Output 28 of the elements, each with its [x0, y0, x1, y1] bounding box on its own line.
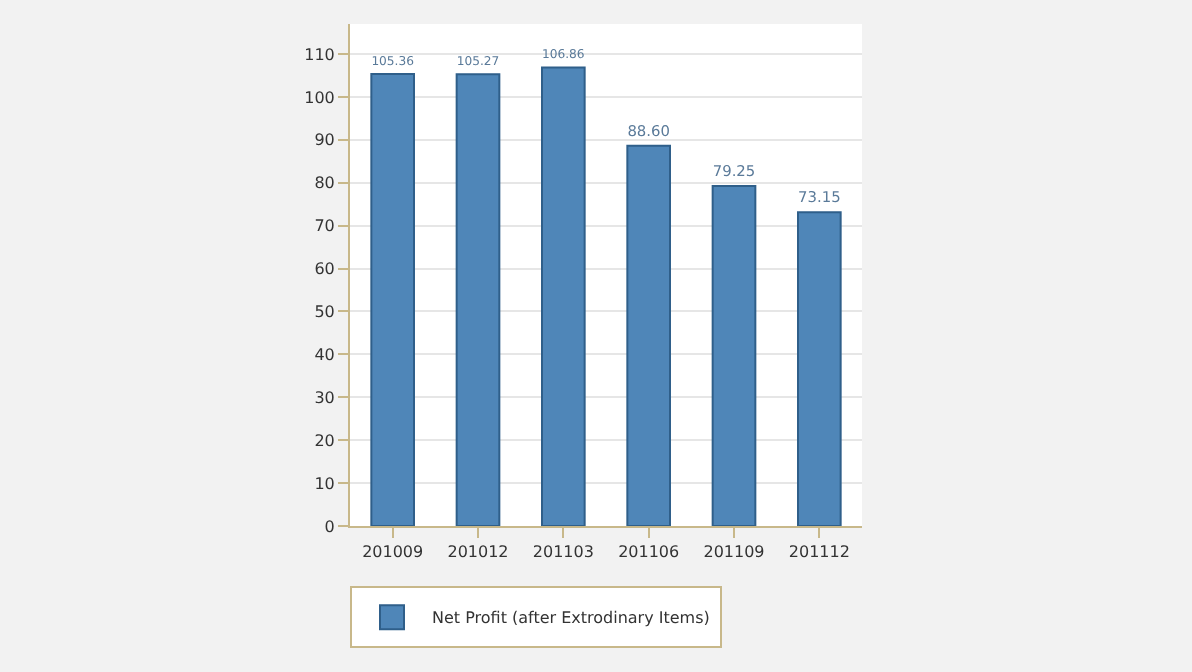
bar — [541, 66, 586, 526]
text: 73.15 — [798, 188, 841, 207]
x-tick-label: 201112 — [788, 543, 850, 562]
bar — [455, 73, 501, 526]
y-tick-label: 100 — [304, 88, 335, 107]
x-tick-label: 201103 — [532, 543, 594, 562]
y-tick-label: 60 — [314, 260, 335, 279]
y-tick-label: 70 — [314, 217, 335, 236]
bar — [797, 211, 842, 526]
y-tick-label: 50 — [314, 303, 335, 322]
text: 88.60 — [627, 122, 670, 141]
y-tick-label: 40 — [314, 345, 335, 364]
x-tick-label: 201009 — [362, 543, 424, 562]
bar — [370, 72, 415, 526]
y-tick-label: 10 — [314, 474, 335, 493]
y-tick-label: 30 — [314, 388, 335, 407]
x-tick-label: 201012 — [447, 543, 509, 562]
bar — [626, 144, 671, 526]
y-tick-label: 0 — [324, 517, 335, 536]
text: 79.25 — [712, 162, 756, 181]
x-tick-label: 201106 — [618, 543, 680, 562]
x-tick-label: 201109 — [703, 543, 765, 562]
legend-label: Net Profit (after Extrodinary Items) — [432, 609, 710, 628]
y-tick-label: 90 — [314, 131, 335, 150]
y-tick-label: 80 — [314, 174, 335, 193]
y-tick-label: 110 — [304, 45, 335, 64]
y-tick-label: 20 — [314, 431, 335, 450]
bar — [711, 184, 757, 526]
